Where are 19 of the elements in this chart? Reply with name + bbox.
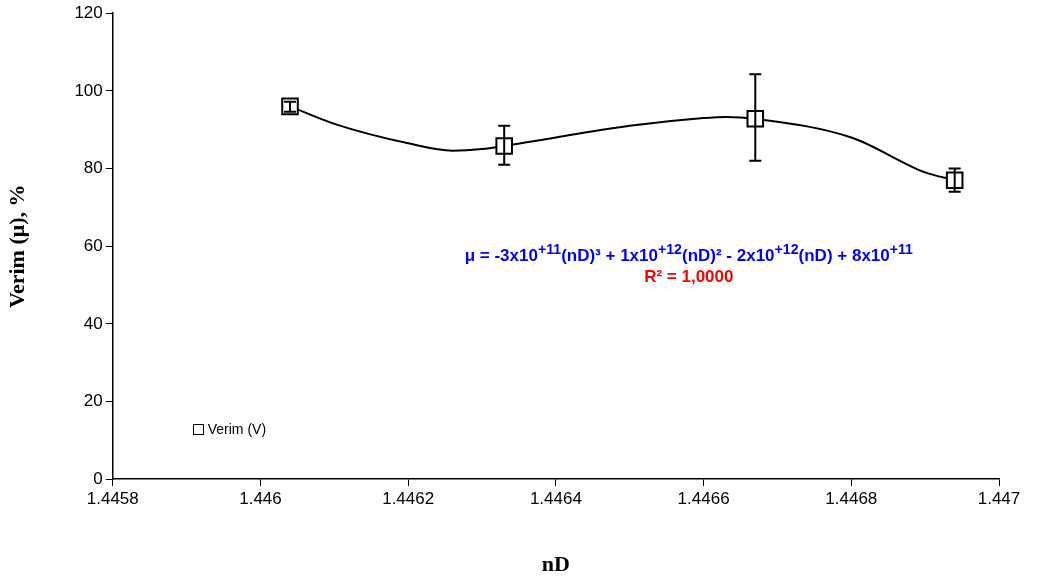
x-tick-label: 1.4464 (529, 489, 582, 509)
annotation: R² = 1,0000 (644, 267, 734, 288)
y-tick-label: 40 (83, 313, 103, 333)
y-tick-label: 60 (83, 235, 103, 255)
x-tick-label: 1.4468 (825, 489, 878, 509)
x-axis-title: nD (541, 551, 570, 577)
x-tick-label: 1.4462 (382, 489, 435, 509)
x-tick-label: 1.446 (239, 489, 282, 509)
y-tick-label: 0 (93, 468, 103, 488)
y-tick-label: 100 (74, 80, 103, 100)
y-tick-label: 80 (83, 158, 103, 178)
x-tick-label: 1.4458 (86, 489, 139, 509)
x-tick-label: 1.447 (977, 489, 1021, 509)
y-tick-label: 20 (83, 391, 103, 411)
legend-label: Verim (V) (207, 421, 267, 438)
x-tick-label: 1.4466 (677, 489, 730, 509)
annotation: μ = -3x10$^{+11}$(nD)³ + 1x10$^{+12}$(nD)² - 2x10$^{+12}$(nD) + 8x10$^{+11}$ (464, 241, 913, 266)
y-axis-title: Verim (μ), % (3, 184, 29, 308)
y-tick-label: 120 (74, 2, 103, 22)
